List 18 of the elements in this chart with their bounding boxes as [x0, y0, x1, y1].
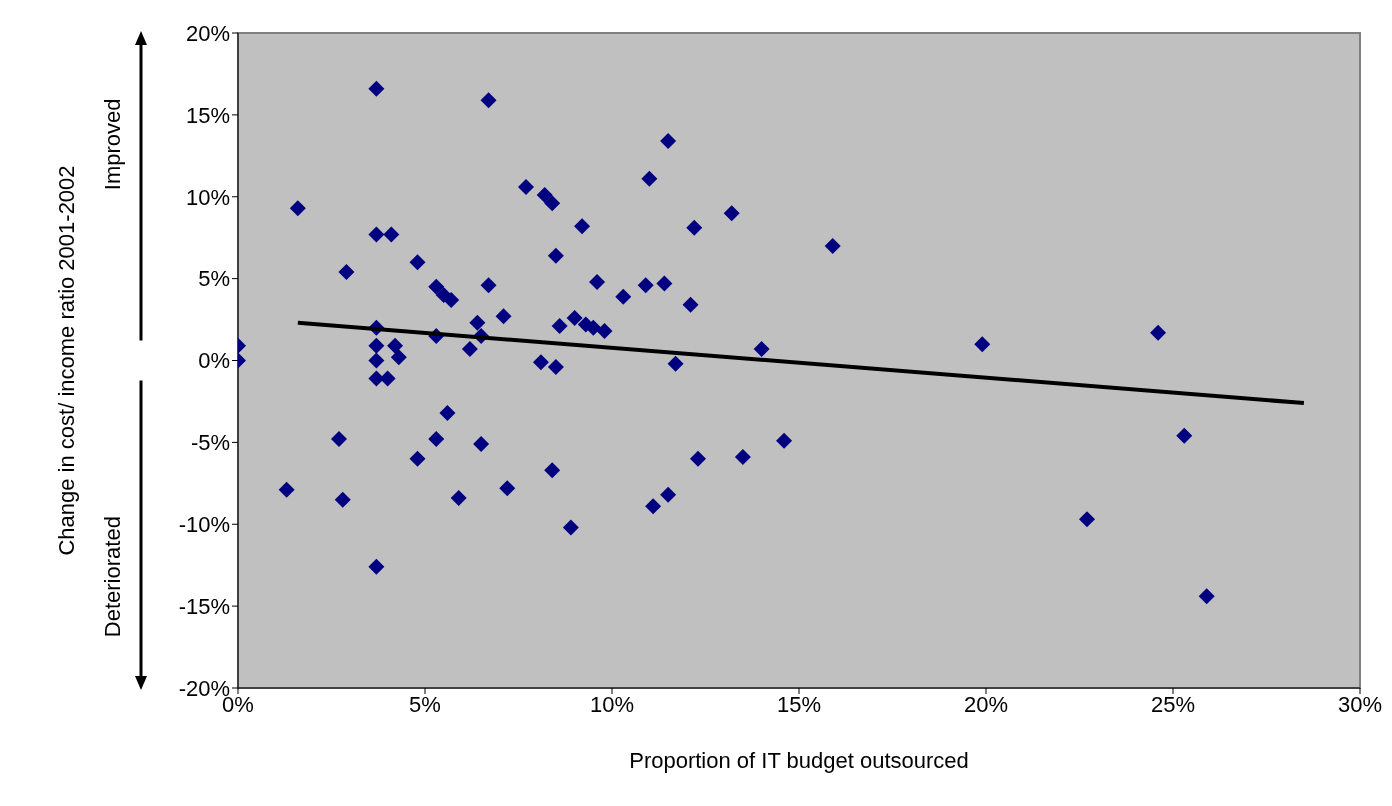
y-tick-label: -10% — [178, 512, 230, 538]
text: Deteriorated — [100, 516, 125, 638]
y-tick-label: -15% — [178, 593, 230, 619]
x-tick-label: 30% — [1337, 691, 1383, 717]
x-tick-label: 25% — [1150, 691, 1196, 717]
text: Improved — [100, 98, 125, 191]
x-tick-label: 15% — [776, 691, 822, 717]
y-tick-label: 15% — [185, 102, 230, 128]
y-tick-label: 5% — [198, 266, 230, 292]
y-tick-label: 20% — [185, 20, 230, 46]
y-axis-title: Change in cost/ income ratio 2001-2002 — [53, 165, 79, 556]
x-tick-label: 5% — [409, 691, 441, 717]
y-tick-label: -5% — [190, 430, 230, 456]
x-tick-label: 10% — [589, 691, 635, 717]
y-tick-label: 10% — [185, 184, 230, 210]
x-axis-title: Proportion of IT budget outsourced — [629, 748, 969, 773]
y-tick-label: 0% — [198, 348, 230, 374]
x-tick-label: 20% — [963, 691, 1009, 717]
